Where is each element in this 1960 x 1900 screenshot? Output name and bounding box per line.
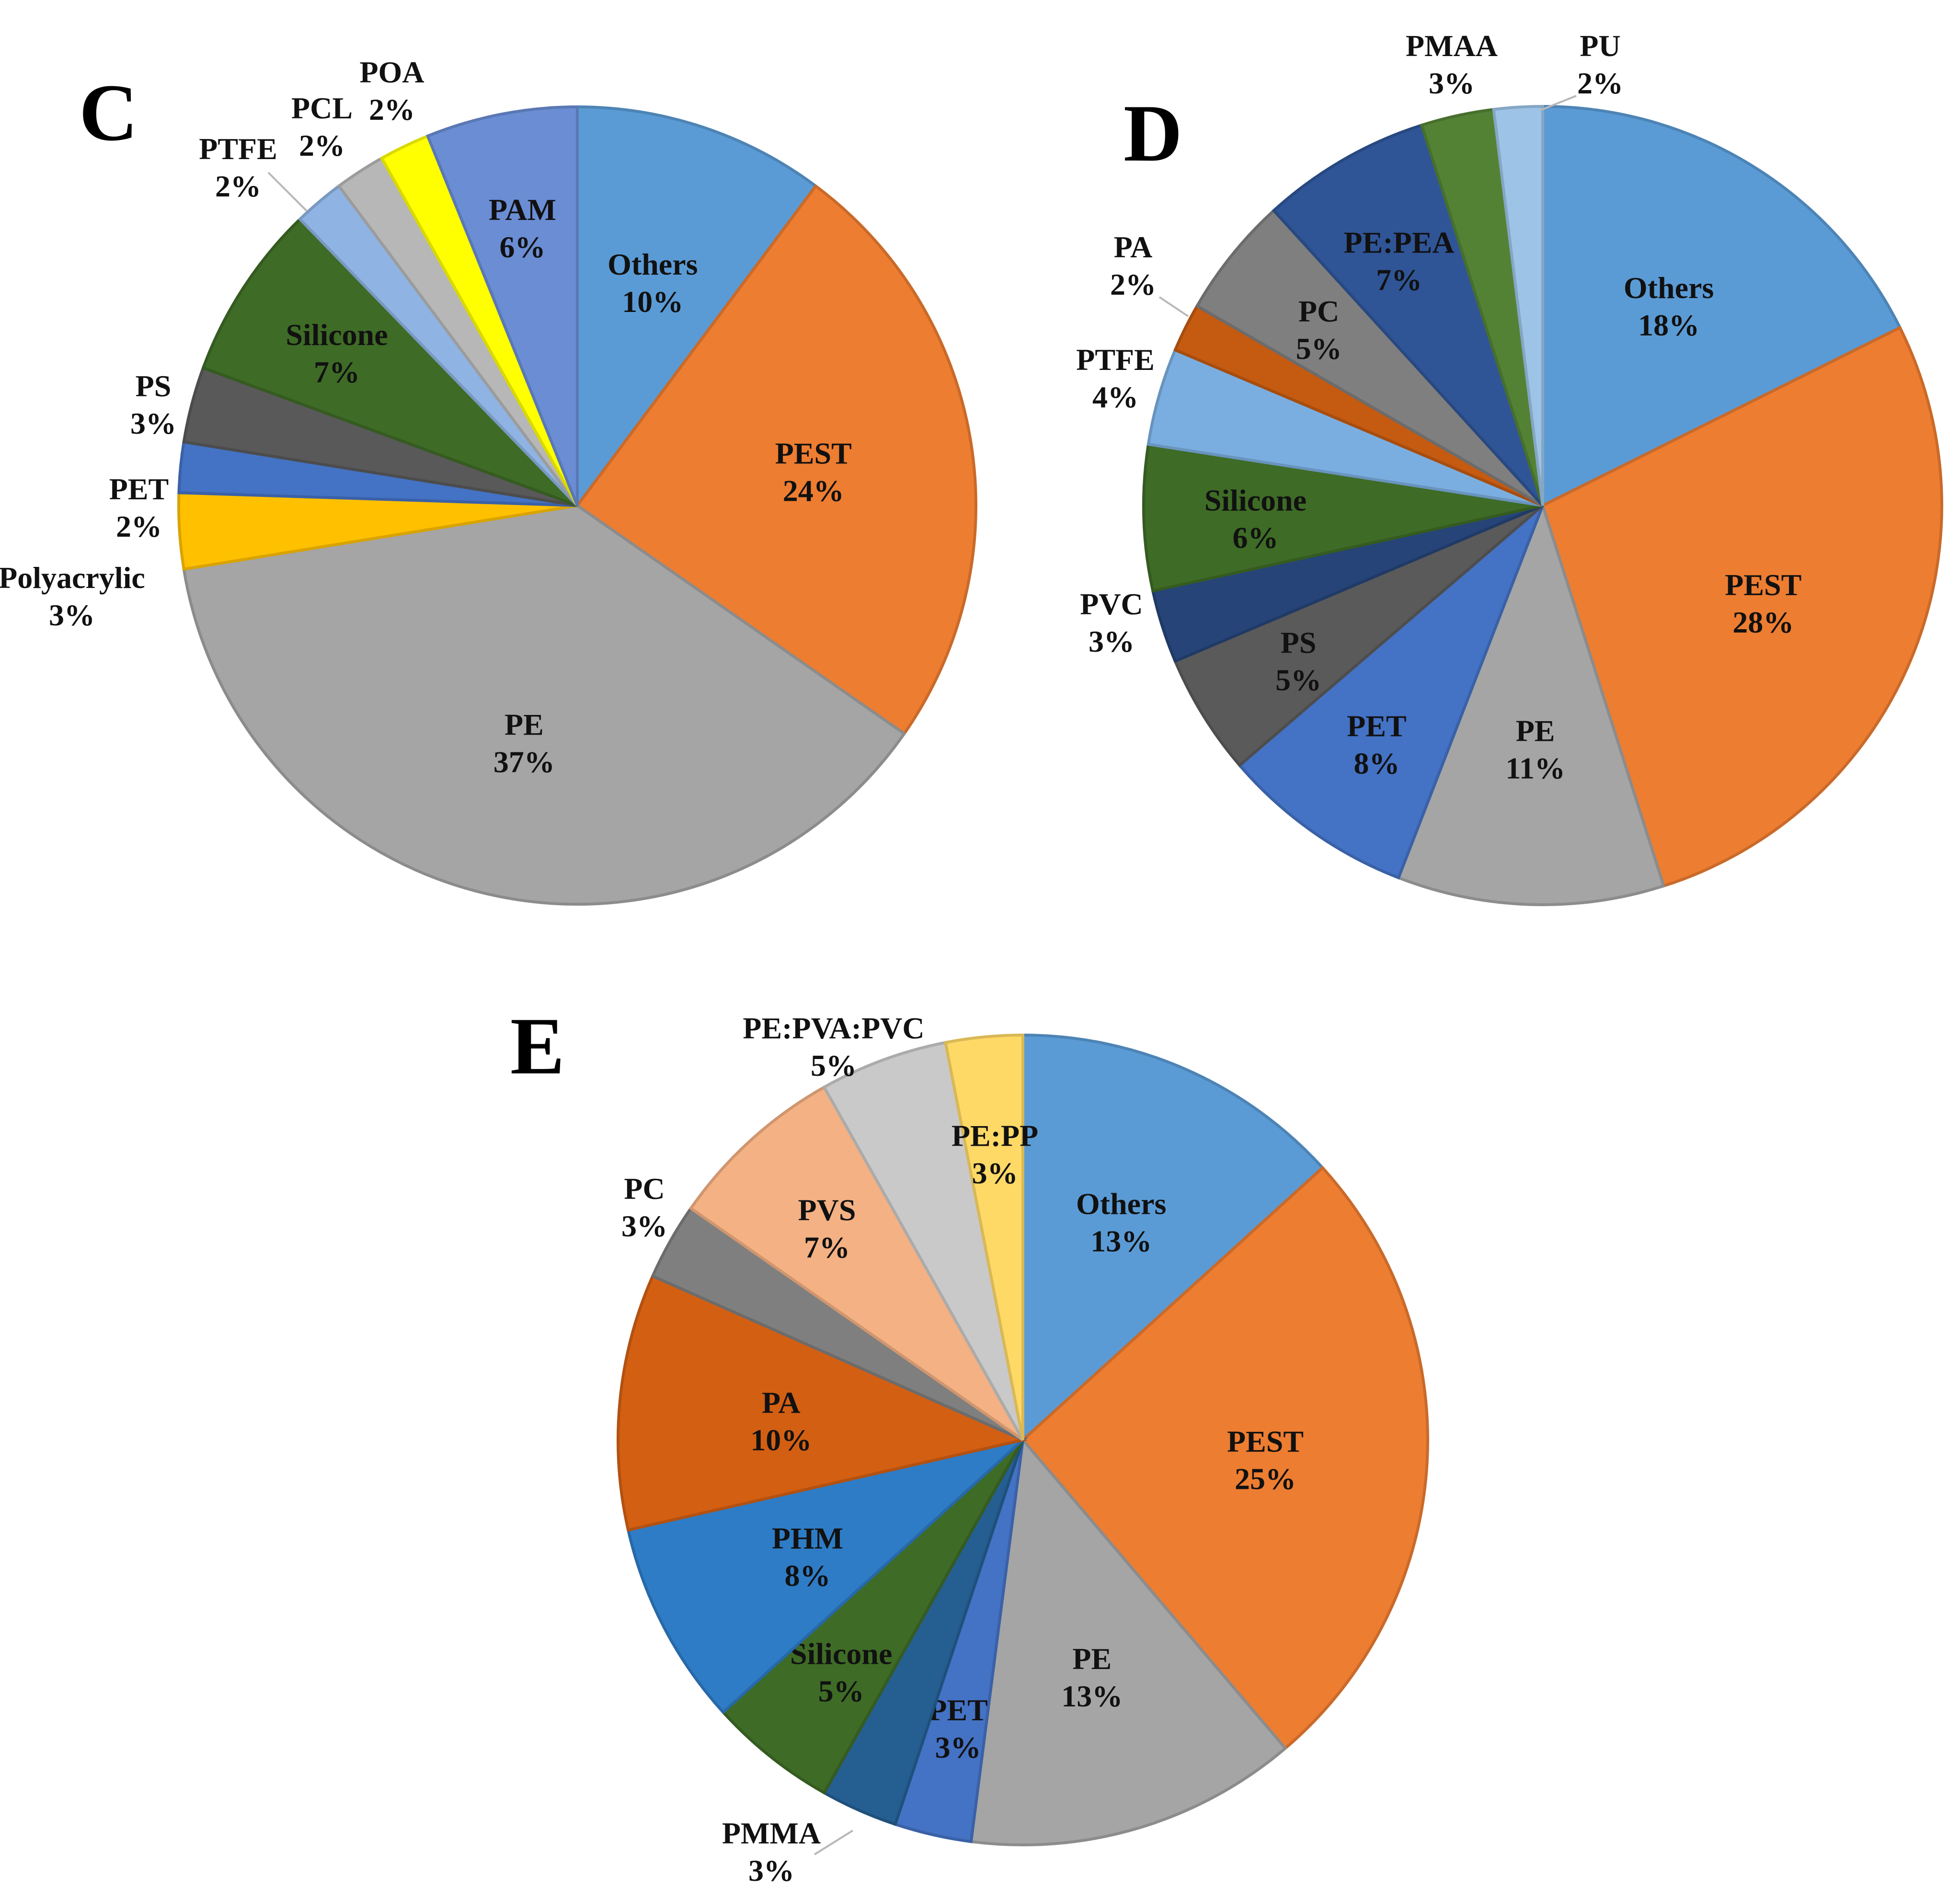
pie-chart-d: Others 18% PEST 28% PE 11% PET 8% PS 5% PVC 3% Silic… — [1076, 29, 1944, 906]
panel-letter-d: D — [1123, 88, 1182, 178]
slice-c-silicone — [201, 217, 579, 507]
data-label-e-pe: PE 13% — [1061, 1642, 1123, 1713]
data-label-c-ps: PS 3% — [130, 369, 176, 440]
data-label-c-pet: PET 2% — [109, 472, 169, 543]
data-label-c-pe: PE 37% — [493, 708, 555, 779]
slice-c-pe — [182, 504, 906, 906]
data-label-d-pu: PU 2% — [1577, 29, 1623, 100]
slice-c-pest — [575, 184, 977, 736]
slice-d-ps — [1173, 504, 1544, 768]
data-label-d-pc: PC 5% — [1296, 294, 1342, 366]
slice-e-pe — [969, 1436, 1288, 1846]
pie-chart-e: Others 13%PEST 25%PE 13%PET 3%PMMA 3%Silicone… — [617, 1011, 1429, 1888]
data-label-d-pmaa: PMAA 3% — [1406, 29, 1498, 100]
slice-d-ptfe — [1146, 348, 1544, 507]
slice-d-pet — [1238, 504, 1544, 880]
leader-line-d-pa — [1158, 296, 1189, 317]
leader-line-c-ptfe — [267, 172, 308, 212]
slice-e-pvs — [688, 1085, 1024, 1441]
data-label-c-pam: PAM 6% — [489, 193, 556, 264]
slice-e-pe-pva-pvc — [822, 1041, 1024, 1441]
data-label-c-pcl: PCL 2% — [291, 91, 353, 162]
slice-c-pam — [425, 105, 579, 507]
data-label-e-pa: PA 10% — [750, 1385, 812, 1457]
data-label-c-poa: POA 2% — [359, 55, 424, 127]
data-label-c-pest: PEST 24% — [775, 436, 852, 507]
slice-e-pa — [617, 1274, 1028, 1532]
data-label-d-pa: PA 2% — [1110, 230, 1156, 301]
slice-d-others — [1541, 104, 1902, 508]
data-label-e-pe-pp: PE:PP 3% — [951, 1118, 1038, 1190]
data-label-d-ptfe: PTFE 4% — [1076, 343, 1155, 414]
data-label-c-ptfe: PTFE 2% — [199, 132, 277, 203]
panel-letter-e: E — [510, 1001, 564, 1091]
leader-line-e-pmma — [814, 1830, 854, 1855]
data-label-d-pest: PEST 28% — [1725, 568, 1801, 639]
data-label-e-pmma: PMMA 3% — [722, 1816, 821, 1888]
data-label-e-pe-pva-pvc: PE:PVA:PVC 5% — [743, 1011, 924, 1082]
data-label-c-silicone: Silicone 7% — [286, 318, 388, 389]
data-label-d-ps: PS 5% — [1275, 626, 1321, 697]
data-label-d-pvc: PVC 3% — [1080, 587, 1143, 658]
slice-d-pe-pea — [1272, 123, 1544, 507]
slice-d-pe — [1397, 501, 1666, 906]
data-label-e-others: Others 13% — [1076, 1186, 1166, 1258]
slice-e-pe-pp — [943, 1033, 1024, 1440]
slice-d-pest — [1541, 325, 1944, 888]
data-label-e-pc: PC 3% — [621, 1172, 667, 1243]
data-label-d-silicone: Silicone 6% — [1204, 484, 1307, 555]
slice-e-pest — [1020, 1165, 1429, 1750]
data-label-e-phm: PHM 8% — [772, 1521, 843, 1593]
slice-e-others — [1021, 1033, 1325, 1443]
data-label-d-pe-pea: PE:PEA 7% — [1344, 226, 1455, 297]
data-label-c-polyacrylic: Polyacrylic 3% — [0, 561, 145, 632]
data-label-e-pest: PEST 25% — [1227, 1425, 1304, 1496]
slice-e-silicone — [721, 1439, 1024, 1795]
slice-c-others — [576, 105, 818, 510]
leader-line-d-pu — [1540, 95, 1577, 111]
data-label-d-pet: PET 8% — [1347, 709, 1406, 781]
slice-d-pc — [1195, 208, 1544, 507]
slice-d-pu — [1492, 104, 1544, 506]
data-label-e-pvs: PVS 7% — [798, 1193, 856, 1265]
slice-d-silicone — [1142, 442, 1543, 593]
data-label-c-others: Others 10% — [607, 247, 698, 319]
data-label-e-silicone: Silicone 5% — [790, 1637, 892, 1708]
panel-letter-c: C — [79, 68, 138, 158]
pie-chart-c: Others 10% PEST 24% PE 37% Polyacrylic 3% PET 2% P… — [0, 55, 977, 906]
data-label-d-others: Others 18% — [1624, 271, 1714, 342]
data-label-d-pe: PE 11% — [1505, 714, 1565, 785]
